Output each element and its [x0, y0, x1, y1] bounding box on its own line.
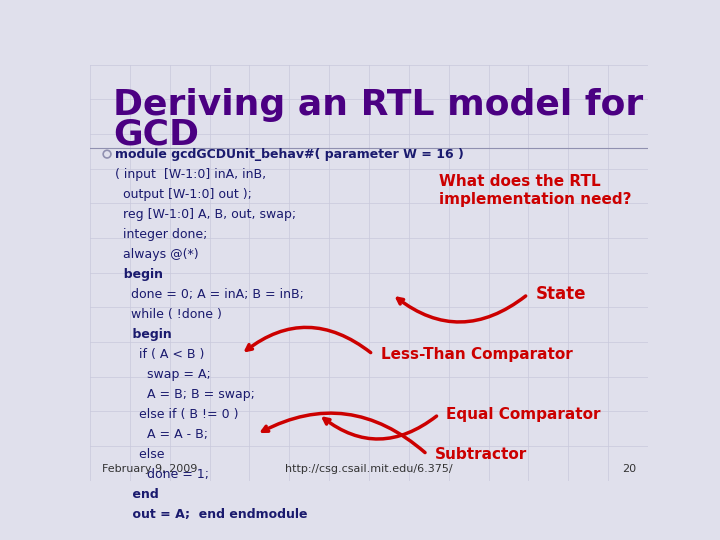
Text: Equal Comparator: Equal Comparator — [446, 407, 601, 422]
Text: begin: begin — [114, 328, 171, 341]
Text: end: end — [114, 488, 158, 501]
Text: ( input  [W-1:0] inA, inB,: ( input [W-1:0] inA, inB, — [114, 167, 266, 181]
Text: output [W-1:0] out );: output [W-1:0] out ); — [114, 188, 252, 201]
Text: reg [W-1:0] A, B, out, swap;: reg [W-1:0] A, B, out, swap; — [114, 208, 296, 221]
Text: done = 1;: done = 1; — [114, 468, 209, 481]
Text: if ( A < B ): if ( A < B ) — [114, 348, 204, 361]
Text: swap = A;: swap = A; — [114, 368, 210, 381]
Text: else: else — [114, 448, 164, 461]
Text: February 9, 2009: February 9, 2009 — [102, 464, 197, 475]
Text: State: State — [536, 285, 586, 303]
Text: while ( !done ): while ( !done ) — [114, 308, 222, 321]
Text: out = A;  end endmodule: out = A; end endmodule — [114, 508, 307, 521]
Text: module gcdGCDUnit_behav#( parameter W = 16 ): module gcdGCDUnit_behav#( parameter W = … — [114, 147, 464, 160]
Text: http://csg.csail.mit.edu/6.375/: http://csg.csail.mit.edu/6.375/ — [285, 464, 453, 475]
Text: GCD: GCD — [113, 117, 199, 151]
Text: done = 0; A = inA; B = inB;: done = 0; A = inA; B = inB; — [114, 288, 304, 301]
Text: else if ( B != 0 ): else if ( B != 0 ) — [114, 408, 238, 421]
Text: A = A - B;: A = A - B; — [114, 428, 208, 441]
Text: begin: begin — [114, 268, 163, 281]
Text: Deriving an RTL model for: Deriving an RTL model for — [113, 88, 644, 122]
Text: 20: 20 — [622, 464, 636, 475]
Text: always @(*): always @(*) — [114, 248, 199, 261]
Text: A = B; B = swap;: A = B; B = swap; — [114, 388, 255, 401]
Text: integer done;: integer done; — [114, 228, 207, 241]
Text: Subtractor: Subtractor — [435, 447, 527, 462]
Text: Less-Than Comparator: Less-Than Comparator — [381, 347, 572, 362]
Text: What does the RTL
implementation need?: What does the RTL implementation need? — [438, 173, 631, 207]
